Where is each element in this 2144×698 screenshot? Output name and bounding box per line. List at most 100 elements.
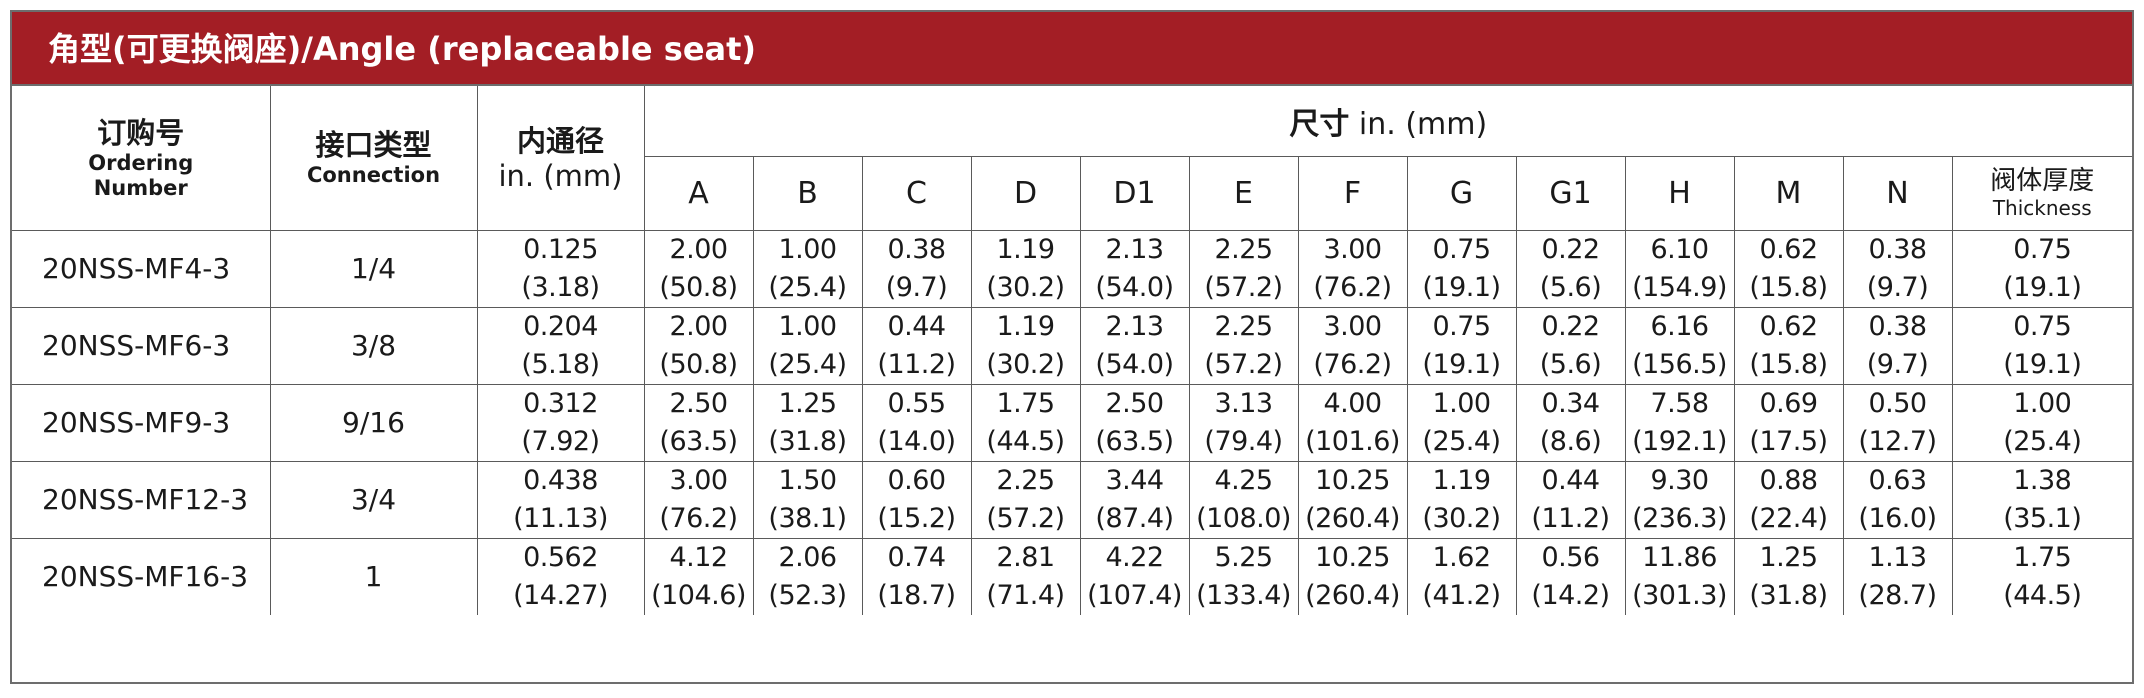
cell-dimension: 2.13 (54.0): [1079, 229, 1190, 308]
cell-dimension: 2.13 (54.0): [1079, 306, 1190, 385]
dimension-inch: 1.00: [2013, 387, 2072, 419]
dimension-mm: (25.4): [1422, 425, 1501, 457]
col-letter-d1: D1: [1113, 175, 1156, 211]
dimension-mm: (236.3): [1632, 502, 1727, 534]
dimension-mm: (50.8): [659, 271, 738, 303]
dimension-mm: (79.4): [1204, 425, 1283, 457]
cell-connection: 3/8: [269, 306, 478, 385]
cell-dimension: 0.50 (12.7): [1842, 383, 1953, 462]
orifice-unit: in. (mm): [498, 158, 623, 193]
dimension-inch: 3.00: [1323, 310, 1382, 342]
cell-dimension: 0.60 (15.2): [861, 460, 972, 539]
dimension-mm: (5.6): [1539, 271, 1602, 303]
dimension-mm: (57.2): [1204, 271, 1283, 303]
cell-ordering-number: 20NSS-MF4-3: [12, 229, 271, 308]
cell-dimension: 1.62 (41.2): [1406, 537, 1517, 615]
cell-dimension: 4.22 (107.4): [1079, 537, 1190, 615]
col-header-d1: D1: [1079, 155, 1190, 231]
cell-dimension: 0.74 (18.7): [861, 537, 972, 615]
dimension-inch: 1.00: [1432, 387, 1491, 419]
cell-orifice: 0.562 (14.27): [476, 537, 645, 615]
dimension-inch: 1.50: [778, 464, 837, 496]
cell-dimension: 0.75 (19.1): [1951, 229, 2133, 308]
dimension-mm: (108.0): [1196, 502, 1291, 534]
cell-dimension: 1.00 (25.4): [752, 229, 863, 308]
dimension-mm: (28.7): [1858, 579, 1937, 611]
cell-dimension: 3.00 (76.2): [1297, 306, 1408, 385]
cell-dimension: 1.75 (44.5): [970, 383, 1081, 462]
dimension-mm: (8.6): [1539, 425, 1602, 457]
header-ordering-number: 订购号 Ordering Number: [12, 86, 271, 231]
col-letter-g: G: [1449, 175, 1474, 211]
cell-dimension: 1.19 (30.2): [970, 229, 1081, 308]
cell-dimension: 4.25 (108.0): [1188, 460, 1299, 539]
cell-dimension: 0.88 (22.4): [1733, 460, 1844, 539]
ordering-number-en-2: Number: [93, 175, 188, 200]
dimension-mm: (52.3): [768, 579, 847, 611]
dimension-inch: 0.60: [887, 464, 946, 496]
cell-dimension: 0.38 (9.7): [1842, 306, 1953, 385]
dimension-mm: (101.6): [1305, 425, 1400, 457]
dimension-inch: 0.75: [2013, 233, 2072, 265]
dimension-mm: (19.1): [1422, 348, 1501, 380]
cell-dimension: 0.34 (8.6): [1515, 383, 1626, 462]
dimension-inch: 4.12: [669, 541, 728, 573]
table-row: 20NSS-MF4-3 1/4 0.125 (3.18) 2.00 (50.8) 1.00 (…: [12, 229, 2133, 308]
dimension-inch: 0.62: [1759, 233, 1818, 265]
cell-ordering-number: 20NSS-MF12-3: [12, 460, 271, 539]
dimension-inch: 1.75: [996, 387, 1055, 419]
dimensions-cn: 尺寸: [1289, 106, 1350, 142]
dimension-inch: 0.44: [1541, 464, 1600, 496]
cell-dimension: 2.50 (63.5): [1079, 383, 1190, 462]
dimension-inch: 2.25: [996, 464, 1055, 496]
cell-dimension: 1.38 (35.1): [1951, 460, 2133, 539]
col-letter-n: N: [1886, 175, 1909, 211]
col-letter-d: D: [1013, 175, 1038, 211]
dimension-mm: (18.7): [877, 579, 956, 611]
col-header-e: E: [1188, 155, 1299, 231]
dimension-mm: (19.1): [2003, 348, 2082, 380]
cell-dimension: 0.62 (15.8): [1733, 229, 1844, 308]
dimension-inch: 0.38: [1868, 233, 1927, 265]
cell-dimension: 2.50 (63.5): [643, 383, 754, 462]
spec-table-panel: 角型(可更换阀座)/Angle (replaceable seat) 订购号 O…: [10, 10, 2134, 684]
cell-ordering-number: 20NSS-MF16-3: [12, 537, 271, 615]
col-letter-a: A: [688, 175, 709, 211]
cell-dimension: 0.22 (5.6): [1515, 306, 1626, 385]
dimension-mm: (16.0): [1858, 502, 1937, 534]
dimension-inch: 2.81: [996, 541, 1055, 573]
dimension-mm: (44.5): [986, 425, 1065, 457]
dimension-mm: (104.6): [651, 579, 746, 611]
cell-orifice: 0.438 (11.13): [476, 460, 645, 539]
dimension-mm: (15.8): [1749, 348, 1828, 380]
header-dimensions: 尺寸 in. (mm): [643, 86, 2133, 157]
dimension-inch: 2.25: [1214, 233, 1273, 265]
cell-dimension: 5.25 (133.4): [1188, 537, 1299, 615]
dimension-mm: (14.2): [1531, 579, 1610, 611]
cell-dimension: 6.16 (156.5): [1624, 306, 1735, 385]
col-header-n: N: [1842, 155, 1953, 231]
dimension-inch: 3.44: [1105, 464, 1164, 496]
dimension-inch: 0.75: [1432, 310, 1491, 342]
dimension-mm: (14.0): [877, 425, 956, 457]
col-letter-e: E: [1234, 175, 1253, 211]
dimensions-unit: in. (mm): [1349, 106, 1488, 142]
col-letter-g1: G1: [1549, 175, 1592, 211]
cell-orifice: 0.204 (5.18): [476, 306, 645, 385]
cell-dimension: 10.25 (260.4): [1297, 460, 1408, 539]
table-body: 20NSS-MF4-3 1/4 0.125 (3.18) 2.00 (50.8) 1.00 (…: [12, 229, 2133, 615]
dimension-inch: 0.75: [2013, 310, 2072, 342]
dimension-mm: (25.4): [2003, 425, 2082, 457]
dimension-inch: 1.19: [996, 310, 1055, 342]
cell-dimension: 2.00 (50.8): [643, 306, 754, 385]
cell-dimension: 0.56 (14.2): [1515, 537, 1626, 615]
dimension-inch: 2.13: [1105, 233, 1164, 265]
dimension-mm: (50.8): [659, 348, 738, 380]
dimension-inch: 2.25: [1214, 310, 1273, 342]
cell-connection: 9/16: [269, 383, 478, 462]
cell-orifice: 0.125 (3.18): [476, 229, 645, 308]
orifice-inch: 0.438: [523, 464, 598, 496]
dimension-mm: (57.2): [986, 502, 1065, 534]
dimension-inch: 0.62: [1759, 310, 1818, 342]
dimension-mm: (17.5): [1749, 425, 1828, 457]
